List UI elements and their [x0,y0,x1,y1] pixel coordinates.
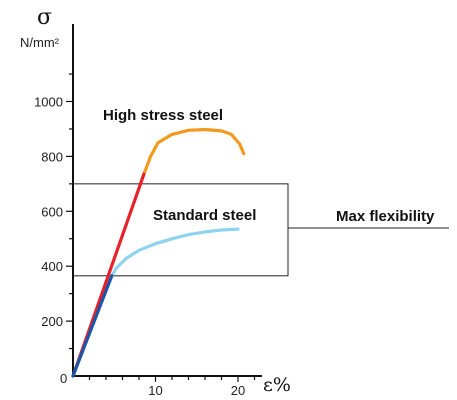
max-flexibility-region [72,183,449,277]
high-stress-plastic-line [142,127,246,176]
y-tick-label: 800 [41,149,63,164]
y-tick-label: 1000 [34,95,63,110]
labels: Max flexibility High stress steel Standard… [103,107,435,225]
y-tick-label: 0 [60,371,67,386]
y-tick-label: 200 [41,314,63,329]
y-axis-symbol: σ [37,5,52,30]
x-tick-label: 20 [231,383,245,398]
standard-elastic-line [71,274,114,378]
standard-plastic-line [110,227,240,278]
max-flexibility-label: Max flexibility [336,208,435,225]
series-lines [71,127,246,378]
y-tick-label: 400 [41,259,63,274]
series-label-high-stress: High stress steel [103,107,223,124]
x-axis-symbol: ε% [263,374,291,396]
x-tick-label: 10 [148,383,162,398]
series-label-standard: Standard steel [153,207,256,224]
max-flexibility-box [72,183,289,277]
y-tick-label: 600 [41,204,63,219]
y-axis-unit: N/mm² [20,35,60,50]
axes: 0 200 400 600 800 1000 10 20 σ N/mm² ε% [20,5,291,398]
